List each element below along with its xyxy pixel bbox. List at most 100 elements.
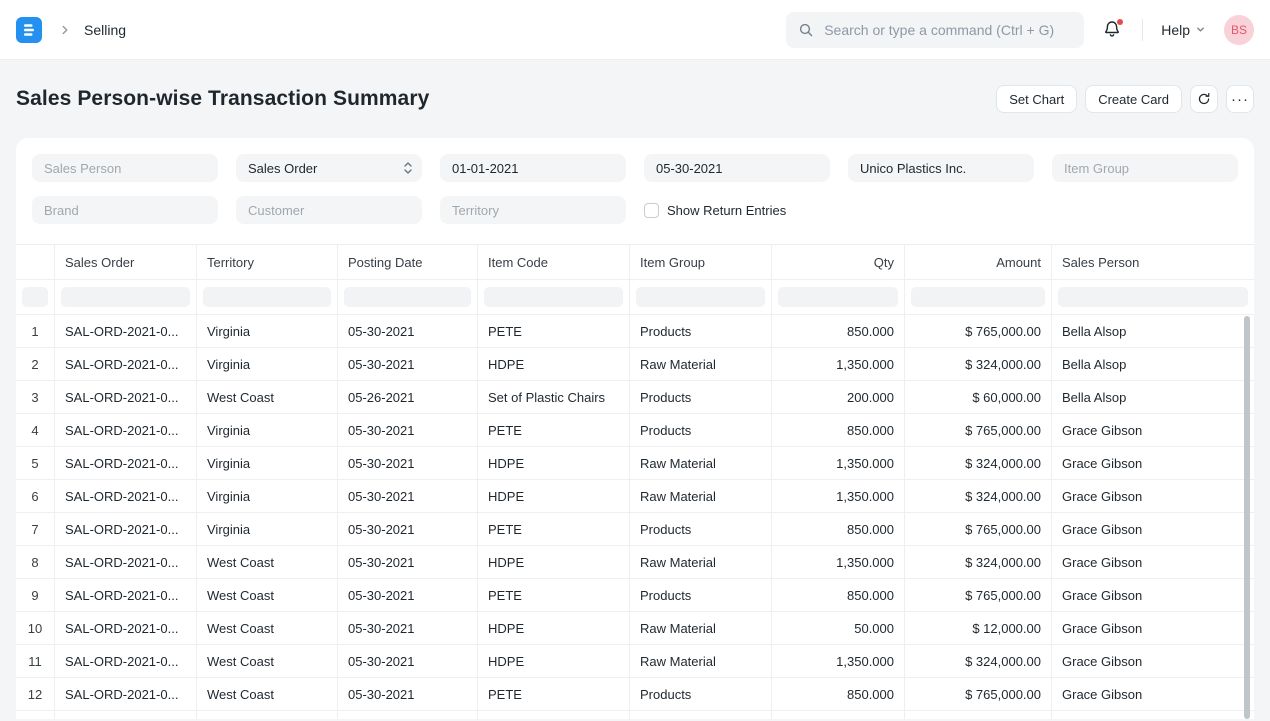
cell-item-group[interactable]: Products	[630, 579, 772, 612]
cell-item-group[interactable]: Raw Material	[630, 612, 772, 645]
cell-territory[interactable]: Virginia	[197, 447, 338, 480]
cell-item-code[interactable]: PETE	[478, 513, 630, 546]
cell-territory[interactable]: West Coast	[197, 612, 338, 645]
cell-sales-order[interactable]: SAL-ORD-2021-0...	[55, 645, 197, 678]
cell-sales-person[interactable]: Grace Gibson	[1052, 414, 1254, 447]
cell-territory[interactable]: West Coast	[197, 579, 338, 612]
cell-item-group[interactable]: Raw Material	[630, 348, 772, 381]
column-header-amount[interactable]: Amount	[905, 245, 1052, 280]
doctype-select[interactable]	[236, 154, 422, 182]
cell-amount[interactable]: $ 324,000.00	[905, 480, 1052, 513]
cell-sales-order[interactable]: SAL-ORD-2021-0...	[55, 678, 197, 711]
cell-item-group[interactable]: Products	[630, 678, 772, 711]
column-header-item-group[interactable]: Item Group	[630, 245, 772, 280]
cell-amount[interactable]: $ 765,000.00	[905, 513, 1052, 546]
cell-amount[interactable]: $ 324,000.00	[905, 546, 1052, 579]
cell-item-code[interactable]: Set of Plastic Chairs	[478, 381, 630, 414]
cell-sales-person[interactable]: Grace Gibson	[1052, 447, 1254, 480]
cell-qty[interactable]: 1,350.000	[772, 447, 905, 480]
column-header-item-code[interactable]: Item Code	[478, 245, 630, 280]
breadcrumb[interactable]: Selling	[84, 21, 127, 38]
cell-item-code[interactable]: HDPE	[478, 645, 630, 678]
cell-sales-order[interactable]: SAL-ORD-2021-0...	[55, 513, 197, 546]
cell-sales-person[interactable]: Grace Gibson	[1052, 678, 1254, 711]
column-filter-input-item-code[interactable]	[484, 287, 623, 307]
cell-item-code[interactable]: HDPE	[478, 447, 630, 480]
cell-amount[interactable]: $ 324,000.00	[905, 348, 1052, 381]
cell-sales-order[interactable]: SAL-ORD-2021-0...	[55, 546, 197, 579]
column-header-territory[interactable]: Territory	[197, 245, 338, 280]
cell-territory[interactable]: Virginia	[197, 348, 338, 381]
help-menu[interactable]: Help	[1161, 22, 1206, 38]
customer-filter[interactable]	[236, 196, 422, 224]
cell-sales-order[interactable]: SAL-ORD-2021-0...	[55, 579, 197, 612]
column-filter-input-sales-order[interactable]	[61, 287, 190, 307]
cell-item-group[interactable]: Raw Material	[630, 546, 772, 579]
cell-item-group[interactable]: Raw Material	[630, 480, 772, 513]
cell-posting-date[interactable]: 05-30-2021	[338, 447, 478, 480]
cell-item-code[interactable]: PETE	[478, 414, 630, 447]
cell-item-code[interactable]: HDPE	[478, 480, 630, 513]
cell-posting-date[interactable]: 05-30-2021	[338, 348, 478, 381]
cell-sales-person[interactable]: Grace Gibson	[1052, 579, 1254, 612]
from-date-filter[interactable]	[440, 154, 626, 182]
cell-qty[interactable]: 1,350.000	[772, 546, 905, 579]
column-filter-input-qty[interactable]	[778, 287, 898, 307]
cell-amount[interactable]: $ 324,000.00	[905, 447, 1052, 480]
cell-territory[interactable]: West Coast	[197, 381, 338, 414]
cell-sales-person[interactable]: Grace Gibson	[1052, 513, 1254, 546]
cell-sales-person[interactable]: Grace Gibson	[1052, 645, 1254, 678]
show-return-entries-label[interactable]: Show Return Entries	[667, 202, 787, 218]
cell-sales-person[interactable]: Grace Gibson	[1052, 612, 1254, 645]
cell-posting-date[interactable]: 05-30-2021	[338, 513, 478, 546]
column-header-sales-order[interactable]: Sales Order	[55, 245, 197, 280]
cell-item-code[interactable]: HDPE	[478, 348, 630, 381]
app-logo-icon[interactable]	[16, 16, 42, 43]
show-return-entries-checkbox[interactable]	[644, 202, 659, 218]
cell-item-group[interactable]: Products	[630, 513, 772, 546]
search-input[interactable]	[822, 20, 1073, 39]
cell-item-code[interactable]: PETE	[478, 579, 630, 612]
cell-item-code[interactable]: PETE	[478, 678, 630, 711]
cell-qty[interactable]: 850.000	[772, 513, 905, 546]
cell-posting-date[interactable]: 05-30-2021	[338, 315, 478, 348]
column-header-qty[interactable]: Qty	[772, 245, 905, 280]
cell-amount[interactable]: $ 60,000.00	[905, 381, 1052, 414]
cell-posting-date[interactable]: 05-30-2021	[338, 678, 478, 711]
column-header-posting-date[interactable]: Posting Date	[338, 245, 478, 280]
vertical-scrollbar[interactable]	[1244, 316, 1250, 719]
cell-territory[interactable]: Virginia	[197, 414, 338, 447]
row-number-filter-input[interactable]	[22, 287, 48, 307]
cell-posting-date[interactable]: 05-30-2021	[338, 546, 478, 579]
cell-item-group[interactable]: Products	[630, 414, 772, 447]
cell-item-group[interactable]: Raw Material	[630, 645, 772, 678]
cell-amount[interactable]: $ 324,000.00	[905, 645, 1052, 678]
cell-territory[interactable]: West Coast	[197, 546, 338, 579]
cell-qty[interactable]: 1,350.000	[772, 480, 905, 513]
refresh-button[interactable]	[1190, 85, 1218, 113]
cell-amount[interactable]: $ 765,000.00	[905, 579, 1052, 612]
column-filter-input-sales-person[interactable]	[1058, 287, 1248, 307]
cell-qty[interactable]: 850.000	[772, 678, 905, 711]
column-filter-input-territory[interactable]	[203, 287, 331, 307]
cell-territory[interactable]: West Coast	[197, 678, 338, 711]
cell-sales-order[interactable]: SAL-ORD-2021-0...	[55, 381, 197, 414]
doctype-select-input[interactable]	[236, 154, 422, 182]
to-date-filter[interactable]	[644, 154, 830, 182]
global-search[interactable]	[786, 11, 1085, 48]
cell-qty[interactable]: 1,350.000	[772, 645, 905, 678]
cell-sales-order[interactable]: SAL-ORD-2021-0...	[55, 612, 197, 645]
cell-sales-order[interactable]: SAL-ORD-2021-0...	[55, 348, 197, 381]
cell-qty[interactable]: 50.000	[772, 612, 905, 645]
cell-amount[interactable]: $ 765,000.00	[905, 678, 1052, 711]
cell-amount[interactable]: $ 12,000.00	[905, 612, 1052, 645]
cell-sales-order[interactable]: SAL-ORD-2021-0...	[55, 414, 197, 447]
cell-posting-date[interactable]: 05-30-2021	[338, 579, 478, 612]
cell-amount[interactable]: $ 765,000.00	[905, 315, 1052, 348]
cell-item-group[interactable]: Products	[630, 315, 772, 348]
sales-person-filter[interactable]	[32, 154, 218, 182]
cell-posting-date[interactable]: 05-30-2021	[338, 645, 478, 678]
cell-qty[interactable]: 850.000	[772, 579, 905, 612]
company-filter[interactable]	[848, 154, 1034, 182]
cell-item-group[interactable]: Raw Material	[630, 447, 772, 480]
